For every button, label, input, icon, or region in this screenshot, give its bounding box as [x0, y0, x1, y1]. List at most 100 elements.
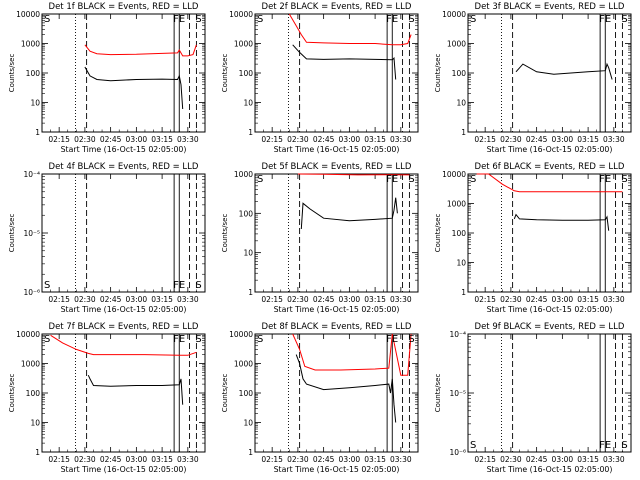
- series-line-lld: [50, 334, 197, 356]
- x-tick-label: 02:30: [500, 455, 522, 464]
- y-tick-label: 100: [239, 209, 254, 218]
- marker-label-end: S: [621, 440, 627, 451]
- x-tick-label: 03:15: [151, 135, 173, 144]
- y-axis-label: Counts/sec: [8, 374, 16, 413]
- x-tick-label: 02:45: [526, 135, 548, 144]
- series-line-lld: [476, 173, 623, 193]
- x-tick-label: 02:30: [500, 295, 522, 304]
- x-axis-label: Start Time (16-Oct-15 02:05:00): [274, 305, 400, 314]
- marker-label-fe: FE: [173, 334, 185, 345]
- x-tick-label: 03:00: [339, 455, 361, 464]
- chart-panel-3: Det 3f BLACK = Events, RED = LLD 1 10 100 10…: [434, 2, 632, 154]
- x-tick-label: 03:30: [390, 455, 412, 464]
- x-tick-label: 02:30: [74, 455, 96, 464]
- series-line-lld: [84, 44, 197, 57]
- x-tick-label: 02:15: [48, 135, 70, 144]
- marker-label-end: S: [408, 14, 414, 25]
- y-axis-label: Counts/sec: [221, 374, 229, 413]
- x-tick-label: 02:30: [74, 135, 96, 144]
- x-tick-label: 02:30: [287, 295, 309, 304]
- y-tick-label: 10: [30, 99, 40, 108]
- chart-title: Det 4f BLACK = Events, RED = LLD: [49, 162, 199, 172]
- series-line-events: [513, 213, 610, 231]
- y-tick-label: 1000: [21, 360, 40, 369]
- series-line-events: [515, 62, 613, 80]
- marker-label-end: S: [195, 14, 201, 25]
- x-tick-label: 03:15: [577, 135, 599, 144]
- x-tick-label: 03:30: [177, 295, 199, 304]
- chart-title: Det 2f BLACK = Events, RED = LLD: [262, 2, 412, 12]
- chart-panel-9: Det 9f BLACK = Events, RED = LLD 10⁻⁶ 10⁻⁵…: [434, 322, 632, 474]
- marker-label-start: S: [257, 174, 263, 185]
- y-axis-label: Counts/sec: [221, 214, 229, 253]
- chart-title: Det 6f BLACK = Events, RED = LLD: [475, 162, 625, 172]
- y-axis-label: Counts/sec: [434, 214, 442, 253]
- y-tick-label: 1: [248, 288, 253, 297]
- marker-label-start: S: [470, 174, 476, 185]
- y-tick-label: 1000: [234, 170, 253, 179]
- marker-label-start: S: [257, 14, 263, 25]
- y-tick-label: 1000: [21, 40, 40, 49]
- y-tick-label: 10000: [229, 10, 253, 19]
- series-line-events: [300, 197, 398, 230]
- series-line-lld: [292, 333, 412, 376]
- x-tick-label: 02:15: [261, 135, 283, 144]
- y-tick-label: 1: [248, 448, 253, 457]
- y-axis-label: Counts/sec: [434, 54, 442, 93]
- x-tick-label: 03:15: [577, 455, 599, 464]
- y-tick-label: 10000: [442, 10, 466, 19]
- x-axis-label: Start Time (16-Oct-15 02:05:00): [274, 465, 400, 474]
- x-tick-label: 02:30: [74, 295, 96, 304]
- x-axis-label: Start Time (16-Oct-15 02:05:00): [487, 305, 613, 314]
- y-tick-label: 10: [243, 249, 253, 258]
- marker-label-start: S: [44, 334, 50, 345]
- x-tick-label: 02:45: [313, 295, 335, 304]
- x-tick-label: 03:15: [364, 295, 386, 304]
- x-axis-label: Start Time (16-Oct-15 02:05:00): [487, 145, 613, 154]
- chart-title: Det 5f BLACK = Events, RED = LLD: [262, 162, 412, 172]
- x-tick-label: 03:15: [364, 135, 386, 144]
- plot-frame: [467, 333, 632, 453]
- x-tick-label: 02:45: [100, 455, 122, 464]
- marker-label-fe: FE: [386, 334, 398, 345]
- x-tick-label: 02:15: [261, 295, 283, 304]
- chart-panel-5: Det 5f BLACK = Events, RED = LLD 1 10 100 10…: [221, 162, 419, 314]
- plot-frame: [41, 333, 206, 453]
- y-tick-label: 100: [452, 69, 467, 78]
- marker-label-fe: FE: [599, 174, 611, 185]
- y-tick-label: 100: [239, 69, 254, 78]
- x-tick-label: 02:45: [313, 135, 335, 144]
- y-axis-label: Counts/sec: [434, 374, 442, 413]
- y-tick-label: 1: [35, 128, 40, 137]
- chart-title: Det 3f BLACK = Events, RED = LLD: [475, 2, 625, 12]
- y-axis-label: Counts/sec: [8, 54, 16, 93]
- y-tick-label: 100: [26, 69, 41, 78]
- plot-frame: [467, 13, 632, 133]
- plot-frame: [41, 173, 206, 293]
- x-tick-label: 02:15: [48, 295, 70, 304]
- chart-panel-6: Det 6f BLACK = Events, RED = LLD 1 10 100 10…: [434, 162, 632, 314]
- series-line-events: [84, 66, 184, 110]
- marker-label-fe: FE: [599, 440, 611, 451]
- y-tick-label: 100: [239, 389, 254, 398]
- marker-label-end: S: [621, 174, 627, 185]
- x-tick-label: 02:45: [100, 135, 122, 144]
- series-line-lld: [297, 173, 410, 176]
- x-axis-label: Start Time (16-Oct-15 02:05:00): [61, 465, 187, 474]
- x-axis-label: Start Time (16-Oct-15 02:05:00): [274, 145, 400, 154]
- series-line-events: [292, 44, 397, 80]
- x-tick-label: 03:15: [577, 295, 599, 304]
- x-tick-label: 03:30: [177, 135, 199, 144]
- y-tick-label: 1: [35, 448, 40, 457]
- x-axis-label: Start Time (16-Oct-15 02:05:00): [61, 305, 187, 314]
- x-tick-label: 03:30: [390, 135, 412, 144]
- x-tick-label: 03:15: [151, 295, 173, 304]
- x-tick-label: 02:30: [500, 135, 522, 144]
- x-tick-label: 02:30: [287, 135, 309, 144]
- y-tick-label: 10⁻⁴: [449, 330, 466, 339]
- marker-label-fe: FE: [599, 14, 611, 25]
- y-axis-label: Counts/sec: [8, 214, 16, 253]
- chart-panel-4: Det 4f BLACK = Events, RED = LLD 10⁻⁶ 10⁻⁵…: [8, 162, 206, 314]
- y-tick-label: 100: [26, 389, 41, 398]
